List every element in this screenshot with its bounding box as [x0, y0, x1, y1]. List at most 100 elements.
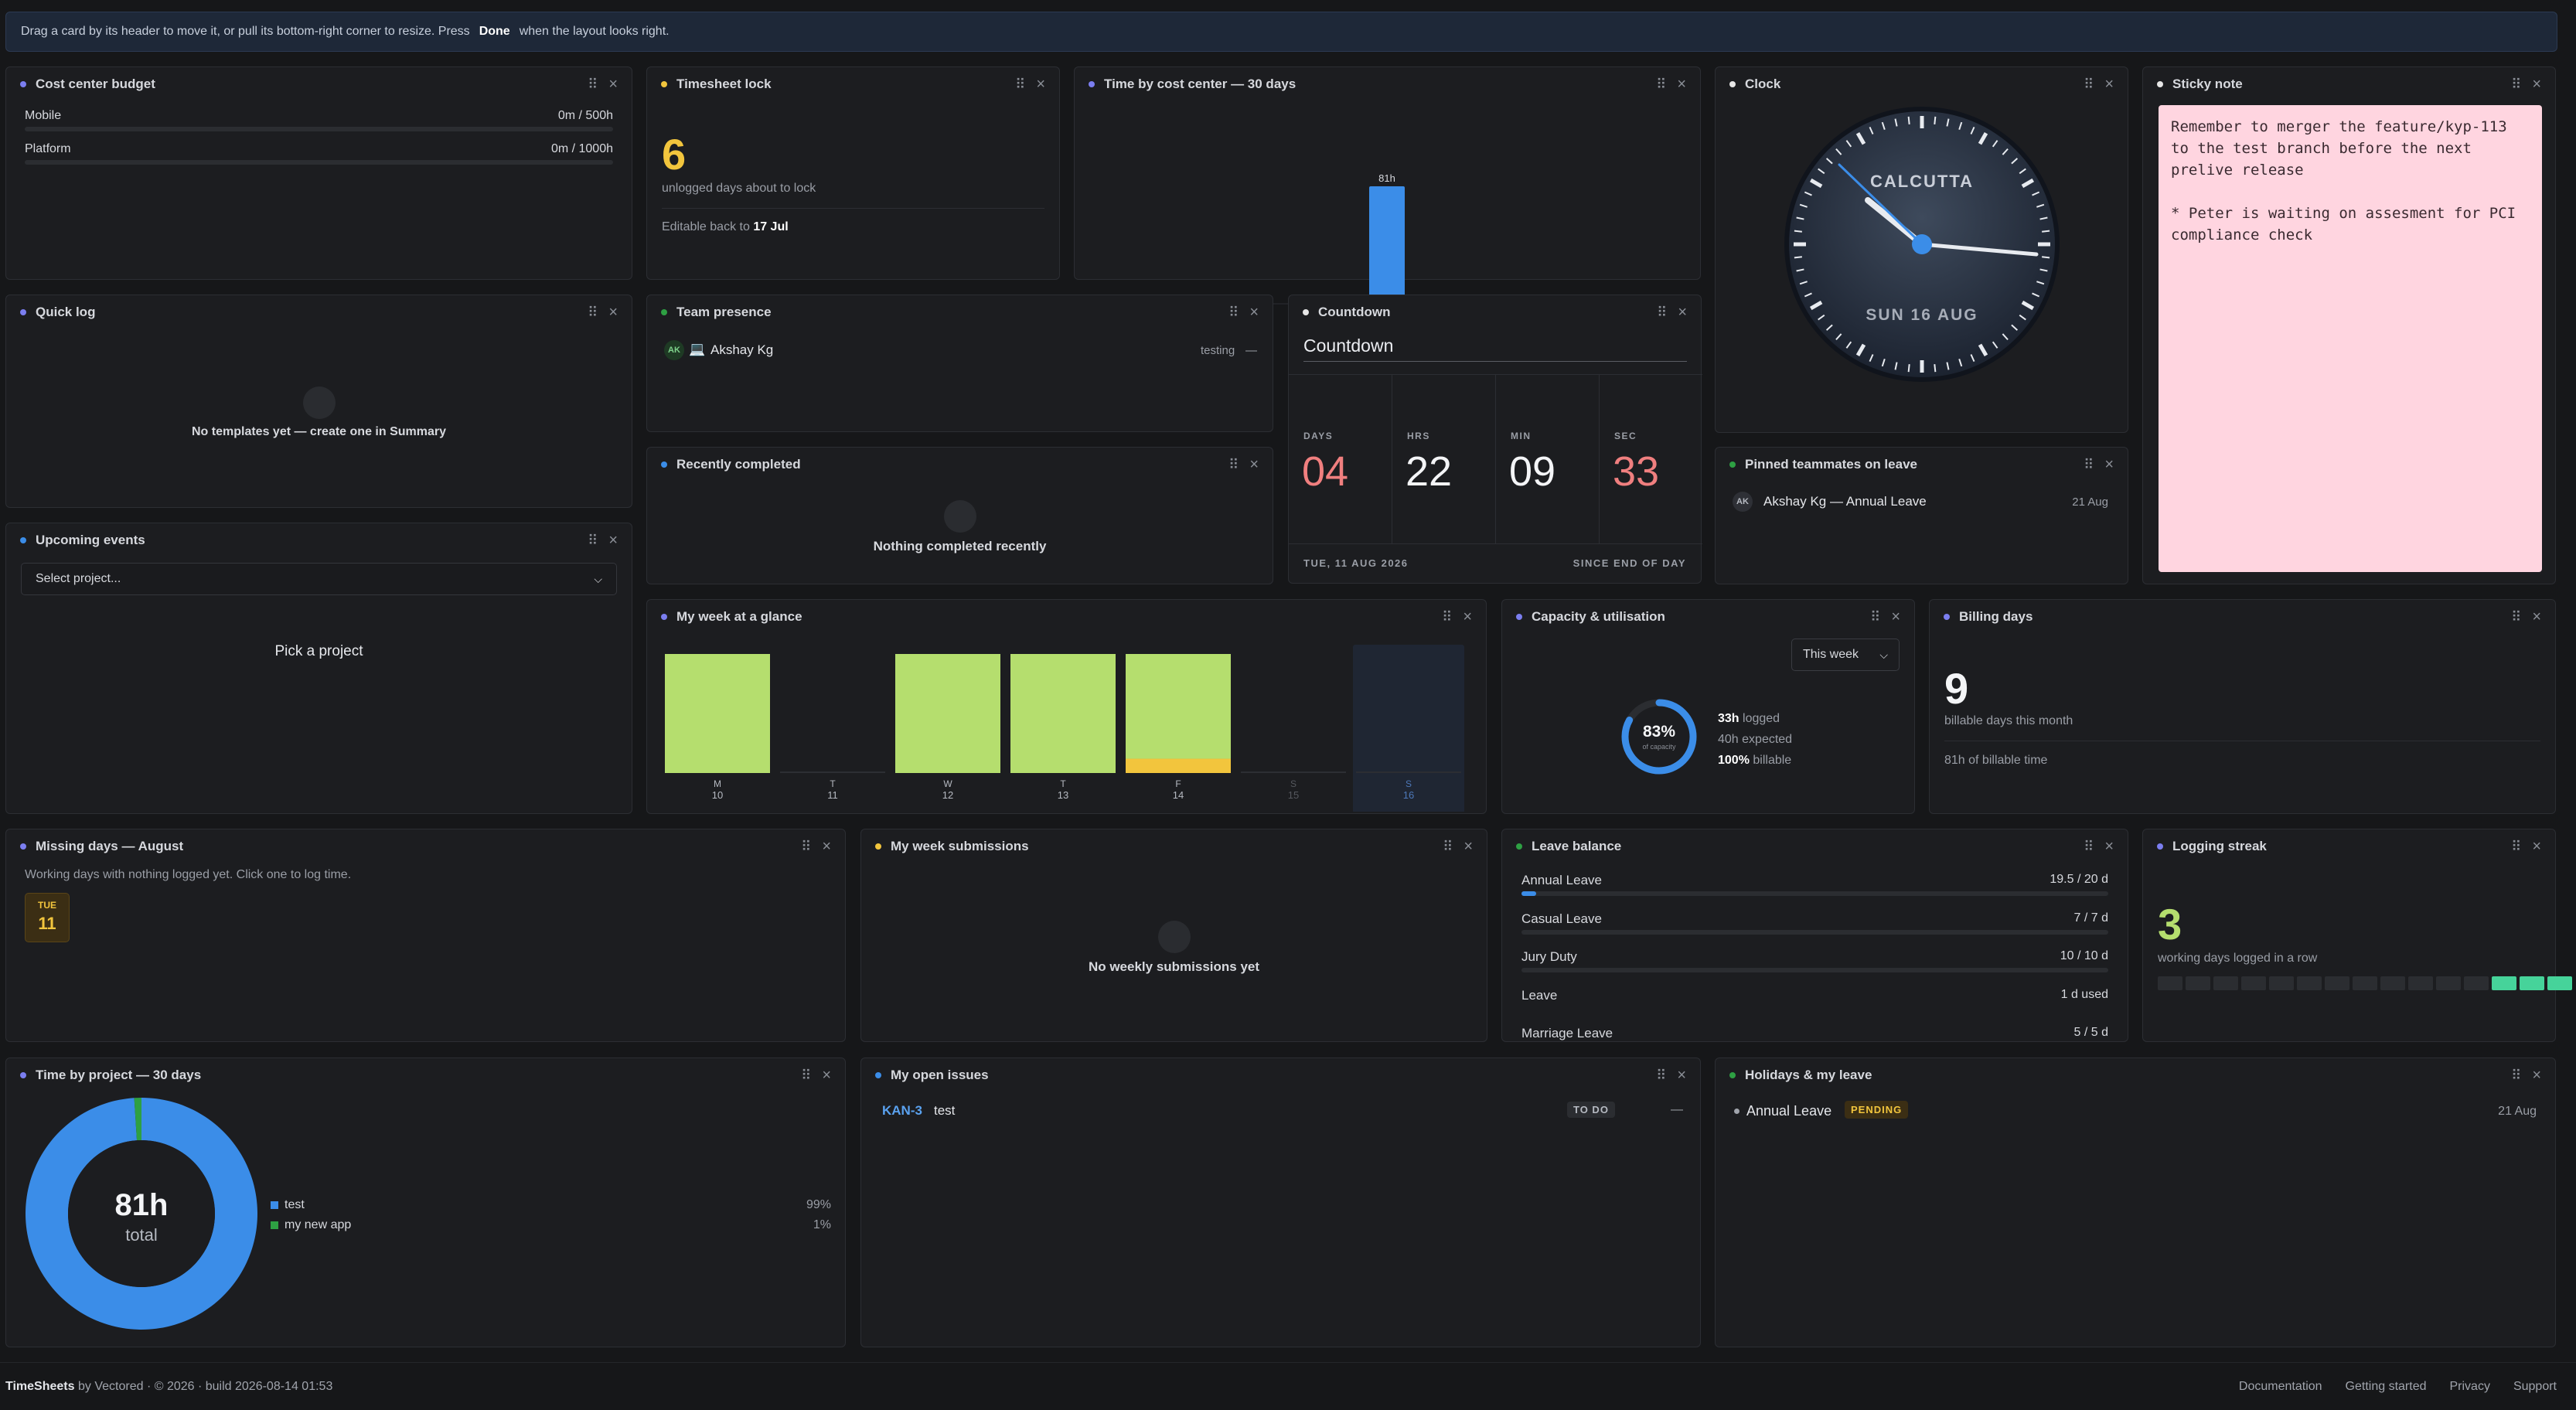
close-icon[interactable]: ×: [2532, 838, 2541, 855]
card-title[interactable]: Missing days — August: [36, 839, 184, 853]
footer-link-privacy[interactable]: Privacy: [2449, 1380, 2490, 1393]
close-icon[interactable]: ×: [608, 76, 618, 93]
card-title[interactable]: Time by project — 30 days: [36, 1068, 202, 1082]
drag-handle-icon[interactable]: ⠿: [1015, 77, 1025, 92]
drag-handle-icon[interactable]: ⠿: [1228, 305, 1239, 320]
close-icon[interactable]: ×: [2532, 76, 2541, 93]
close-icon[interactable]: ×: [608, 532, 618, 549]
streak-cell: [2269, 976, 2294, 990]
footer-link-getting-started[interactable]: Getting started: [2345, 1380, 2427, 1393]
donut-slice[interactable]: [25, 1098, 257, 1330]
close-icon[interactable]: ×: [1249, 304, 1259, 321]
sticky-note-textarea[interactable]: Remember to merger the feature/kyp-113 t…: [2159, 105, 2542, 572]
clock-city: CALCUTTA: [1870, 172, 1974, 191]
day-bar[interactable]: [895, 654, 1000, 773]
drag-handle-icon[interactable]: ⠿: [1657, 305, 1667, 320]
drag-handle-icon[interactable]: ⠿: [801, 1068, 811, 1083]
drag-handle-icon[interactable]: ⠿: [801, 839, 811, 854]
card-title[interactable]: Billing days: [1959, 609, 2033, 624]
card-title[interactable]: Recently completed: [676, 457, 801, 472]
drag-handle-icon[interactable]: ⠿: [1442, 609, 1452, 625]
close-icon[interactable]: ×: [2532, 608, 2541, 625]
clock-tick: [2042, 230, 2050, 233]
card-title[interactable]: Team presence: [676, 305, 772, 319]
close-icon[interactable]: ×: [1463, 838, 1473, 855]
card-title[interactable]: Clock: [1745, 77, 1781, 91]
cost-center-budget-card: Cost center budget ⠿ × Mobile 0m / 500h Pl…: [5, 66, 632, 280]
budget-bar: [25, 160, 613, 165]
card-title[interactable]: Cost center budget: [36, 77, 155, 91]
drag-handle-icon[interactable]: ⠿: [2084, 457, 2094, 472]
drag-handle-icon[interactable]: ⠿: [588, 77, 598, 92]
close-icon[interactable]: ×: [1891, 608, 1900, 625]
brand-name[interactable]: TimeSheets: [5, 1380, 75, 1393]
billable-label: billable: [1753, 754, 1792, 767]
card-title[interactable]: Pinned teammates on leave: [1745, 457, 1917, 472]
close-icon[interactable]: ×: [1249, 456, 1259, 473]
close-icon[interactable]: ×: [1036, 76, 1045, 93]
card-title[interactable]: Holidays & my leave: [1745, 1068, 1872, 1082]
close-icon[interactable]: ×: [2104, 838, 2114, 855]
drag-handle-icon[interactable]: ⠿: [1656, 77, 1666, 92]
capacity-card: Capacity & utilisation ⠿ × This week ⌵ 83% …: [1501, 599, 1915, 814]
drag-handle-icon[interactable]: ⠿: [1870, 609, 1880, 625]
empty-message: Nothing completed recently: [873, 539, 1047, 553]
drag-handle-icon[interactable]: ⠿: [2084, 77, 2094, 92]
drag-handle-icon[interactable]: ⠿: [1443, 839, 1453, 854]
clock-tick: [1845, 341, 1852, 349]
date-label: 12: [942, 789, 953, 801]
clock-tick: [1804, 191, 1812, 196]
card-title[interactable]: Sticky note: [2172, 77, 2243, 91]
card-title[interactable]: Quick log: [36, 305, 96, 319]
drag-handle-icon[interactable]: ⠿: [2084, 839, 2094, 854]
logged-value: 33h: [1718, 712, 1739, 725]
leave-entry[interactable]: Akshay Kg — Annual Leave: [1763, 494, 1927, 509]
close-icon[interactable]: ×: [2532, 1067, 2541, 1084]
close-icon[interactable]: ×: [1678, 304, 1687, 321]
drag-handle-icon[interactable]: ⠿: [1228, 457, 1239, 472]
drag-handle-icon[interactable]: ⠿: [588, 305, 598, 320]
close-icon[interactable]: ×: [1677, 1067, 1686, 1084]
footer-link-support[interactable]: Support: [2513, 1380, 2557, 1393]
close-icon[interactable]: ×: [822, 838, 831, 855]
drag-handle-icon[interactable]: ⠿: [588, 533, 598, 548]
leave-list[interactable]: Annual Leave 19.5 / 20 d Casual Leave 7 …: [1502, 863, 2128, 1041]
member-name[interactable]: Akshay Kg: [710, 342, 774, 357]
period-select[interactable]: This week ⌵: [1791, 639, 1900, 671]
day-bar[interactable]: [1010, 654, 1116, 773]
drag-handle-icon[interactable]: ⠿: [2511, 609, 2521, 625]
close-icon[interactable]: ×: [608, 304, 618, 321]
card-title[interactable]: Countdown: [1318, 305, 1391, 319]
overtime-bar: [1126, 758, 1231, 773]
card-title[interactable]: Capacity & utilisation: [1532, 609, 1665, 624]
project-select[interactable]: Select project... ⌵: [21, 563, 617, 595]
close-icon[interactable]: ×: [1463, 608, 1472, 625]
leave-date: 21 Aug: [2072, 496, 2108, 509]
close-icon[interactable]: ×: [2104, 456, 2114, 473]
drag-handle-icon[interactable]: ⠿: [2511, 839, 2521, 854]
leave-row[interactable]: Annual Leave PENDING 21 Aug: [1716, 1095, 2555, 1126]
card-title[interactable]: My week submissions: [891, 839, 1029, 853]
banner-done[interactable]: Done: [479, 25, 510, 38]
card-title[interactable]: Logging streak: [2172, 839, 2267, 853]
drag-handle-icon[interactable]: ⠿: [2511, 1068, 2521, 1083]
day-bar[interactable]: [665, 654, 770, 773]
issue-key[interactable]: KAN-3: [882, 1103, 922, 1118]
card-title[interactable]: My open issues: [891, 1068, 989, 1082]
close-icon[interactable]: ×: [2104, 76, 2114, 93]
card-title[interactable]: Timesheet lock: [676, 77, 772, 91]
missing-day-chip[interactable]: TUE 11: [25, 893, 70, 942]
donut-slice[interactable]: [134, 1098, 141, 1141]
countdown-name-input[interactable]: Countdown: [1303, 335, 1687, 362]
drag-handle-icon[interactable]: ⠿: [2511, 77, 2521, 92]
day-bar[interactable]: [1126, 654, 1231, 759]
card-title[interactable]: Upcoming events: [36, 533, 145, 547]
footer-link-documentation[interactable]: Documentation: [2238, 1380, 2322, 1393]
close-icon[interactable]: ×: [822, 1067, 831, 1084]
card-title[interactable]: Leave balance: [1532, 839, 1622, 853]
issue-row[interactable]: KAN-3 test TO DO —: [861, 1095, 1700, 1126]
close-icon[interactable]: ×: [1677, 76, 1686, 93]
card-title[interactable]: Time by cost center — 30 days: [1104, 77, 1297, 91]
card-title[interactable]: My week at a glance: [676, 609, 802, 624]
drag-handle-icon[interactable]: ⠿: [1656, 1068, 1666, 1083]
